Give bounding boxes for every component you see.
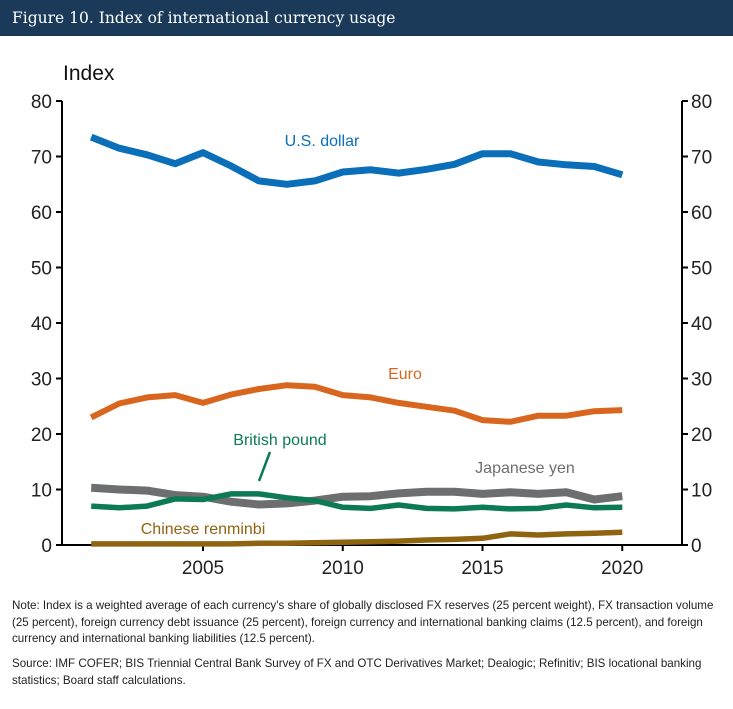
series-line-u-s-dollar (89, 133, 624, 188)
x-tick-label: 2020 (601, 558, 643, 579)
y-tick-label-left: 70 (31, 148, 52, 169)
series-line-chinese-renminbi (91, 529, 623, 547)
y-tick-label-right: 50 (691, 259, 712, 280)
x-tick-label: 2010 (322, 558, 364, 579)
y-tick-label-right: 60 (691, 203, 712, 224)
y-tick-label-left: 60 (31, 203, 52, 224)
y-tick-label-left: 50 (31, 259, 52, 280)
series-label: U.S. dollar (285, 133, 360, 150)
y-tick-label-left: 10 (31, 481, 52, 502)
x-tick-label: 2005 (182, 558, 224, 579)
british-pound-leader-line (257, 451, 272, 482)
series-line-british-pound (91, 491, 623, 512)
series-line-euro (89, 382, 623, 425)
series-line-japanese-yen (90, 483, 623, 509)
y-tick-label-right: 10 (691, 481, 712, 502)
y-axis-label: Index (63, 62, 115, 85)
series-label: Euro (388, 366, 422, 383)
y-tick-label-left: 20 (31, 425, 52, 446)
y-tick-label-right: 40 (691, 314, 712, 335)
series-label: Chinese renminbi (141, 521, 266, 538)
y-tick-label-left: 40 (31, 314, 52, 335)
y-tick-label-left: 30 (31, 370, 52, 391)
chart-note: Note: Index is a weighted average of eac… (12, 599, 714, 645)
y-tick-label-right: 70 (691, 148, 712, 169)
y-tick-label-right: 0 (691, 536, 702, 557)
y-tick-label-right: 30 (691, 370, 712, 391)
y-tick-label-right: 20 (691, 425, 712, 446)
y-tick-label-left: 0 (41, 536, 52, 557)
series-label: Japanese yen (475, 460, 575, 477)
series-label: British pound (233, 432, 326, 449)
x-tick-label: 2015 (461, 558, 503, 579)
y-tick-label-left: 80 (31, 92, 52, 113)
y-tick-label-right: 80 (691, 92, 712, 113)
figure-title: Figure 10. Index of international curren… (0, 0, 733, 36)
chart-source: Source: IMF COFER; BIS Triennial Central… (12, 657, 702, 687)
